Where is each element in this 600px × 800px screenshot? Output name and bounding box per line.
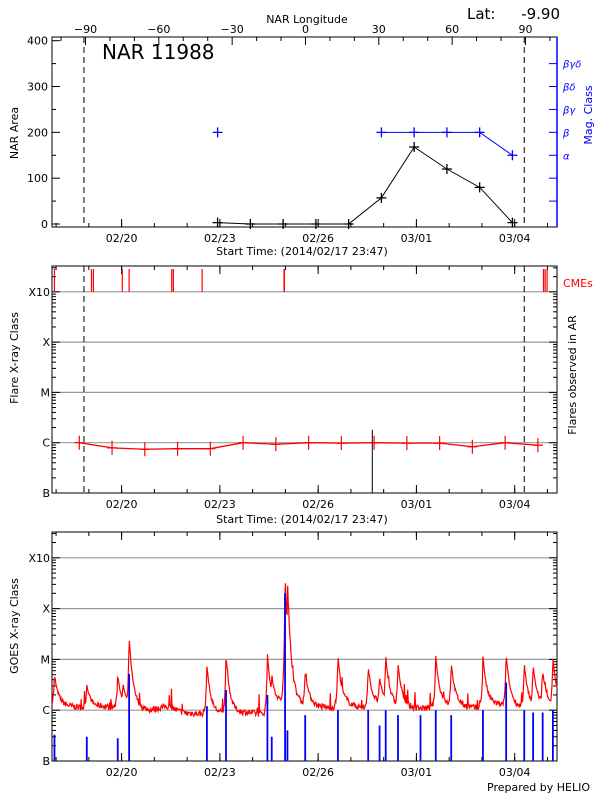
x-tick-label: 02/20 xyxy=(106,232,138,245)
mag-class-label: βδ xyxy=(562,83,576,94)
x-tick-label: 02/26 xyxy=(302,766,334,779)
y-tick-label: B xyxy=(42,487,50,500)
y-tick-label: X xyxy=(42,336,50,349)
x-tick-label: 02/23 xyxy=(204,232,236,245)
y-tick-label: 200 xyxy=(27,126,48,139)
y-tick-label: M xyxy=(41,653,51,666)
longitude-tick-label: −90 xyxy=(74,23,97,36)
flare-background-point xyxy=(401,436,412,451)
y-tick-label: B xyxy=(42,755,50,768)
longitude-tick-label: 60 xyxy=(445,23,459,36)
nar-area-point xyxy=(409,142,420,153)
mag-class-label: β xyxy=(562,128,570,139)
nar-area-point xyxy=(441,164,452,175)
y-tick-label: 100 xyxy=(27,172,48,185)
x-tick-label: 03/01 xyxy=(401,498,433,511)
y-tick-label: X10 xyxy=(28,552,50,565)
flare-background-point xyxy=(500,435,511,450)
flare-background-point xyxy=(532,438,543,453)
panel2-ylabel: Flare X-ray Class xyxy=(8,312,21,404)
longitude-tick-label: 90 xyxy=(518,23,532,36)
panel2-frame xyxy=(51,265,558,494)
panel1-ylabel: NAR Area xyxy=(8,107,21,159)
goes-long-channel-line xyxy=(51,583,558,718)
nar-area-point xyxy=(278,219,289,229)
y-tick-label: C xyxy=(42,704,50,717)
panel1-xlabel: Start Time: (2014/02/17 23:47) xyxy=(216,245,388,258)
x-tick-label: 02/23 xyxy=(204,498,236,511)
panel1-right-label: Mag. Class xyxy=(582,85,595,144)
footer-credit: Prepared by HELIO xyxy=(487,781,590,794)
longitude-tick-label: 30 xyxy=(372,23,386,36)
x-tick-label: 02/26 xyxy=(302,232,334,245)
mag-class-label: βγ xyxy=(562,105,576,116)
flare-background-point xyxy=(434,436,445,451)
mag-class-point xyxy=(409,127,420,138)
flare-background-point xyxy=(139,442,150,457)
region-title: NAR 11988 xyxy=(102,40,215,64)
flare-background-point xyxy=(270,437,281,452)
mag-class-point xyxy=(441,127,452,138)
mag-class-label: α xyxy=(563,151,570,162)
flare-background-point xyxy=(303,435,314,450)
mag-class-label: βγδ xyxy=(562,60,581,71)
flare-background-point xyxy=(74,435,85,450)
flare-background-point xyxy=(467,439,478,454)
x-tick-label: 03/01 xyxy=(401,232,433,245)
latitude-value: -9.90 xyxy=(521,5,560,23)
top-axis-title: NAR Longitude xyxy=(266,13,348,26)
x-tick-label: 03/04 xyxy=(499,232,531,245)
nar-area-point xyxy=(310,219,321,229)
flare-background-point xyxy=(205,441,216,456)
y-tick-label: 300 xyxy=(27,81,48,94)
x-tick-label: 02/20 xyxy=(106,498,138,511)
nar-area-line xyxy=(217,146,513,225)
y-tick-label: X10 xyxy=(28,286,50,299)
flare-background-point xyxy=(107,440,118,455)
y-tick-label: M xyxy=(41,386,51,399)
mag-class-point xyxy=(507,150,518,161)
nar-area-point xyxy=(474,182,485,193)
flare-background-point xyxy=(336,436,347,451)
cme-label: CMEs xyxy=(563,277,593,290)
y-tick-label: X xyxy=(42,603,50,616)
nar-area-point xyxy=(343,219,354,229)
x-tick-label: 03/04 xyxy=(499,766,531,779)
nar-area-point xyxy=(507,217,518,228)
x-tick-label: 03/04 xyxy=(499,498,531,511)
nar-area-point xyxy=(245,219,256,229)
nar-area-point xyxy=(376,192,387,203)
flare-background-point xyxy=(238,435,249,450)
mag-class-point xyxy=(212,127,223,138)
flare-background-point xyxy=(369,435,380,450)
latitude-label: Lat: xyxy=(467,5,495,23)
y-tick-label: C xyxy=(42,437,50,450)
panel2-right-label: Flares observed in AR xyxy=(566,315,579,435)
panel3-ylabel: GOES X-ray Class xyxy=(8,578,21,674)
flare-background-point xyxy=(172,441,183,456)
mag-class-point xyxy=(376,127,387,138)
y-tick-label: 0 xyxy=(41,218,48,231)
x-tick-label: 02/23 xyxy=(204,766,236,779)
panel2-xlabel: Start Time: (2014/02/17 23:47) xyxy=(216,513,388,526)
longitude-tick-label: −30 xyxy=(221,23,244,36)
nar-area-point xyxy=(212,217,223,228)
longitude-tick-label: 0 xyxy=(302,23,309,36)
x-tick-label: 02/26 xyxy=(302,498,334,511)
mag-class-point xyxy=(474,127,485,138)
y-tick-label: 400 xyxy=(27,35,48,48)
x-tick-label: 03/01 xyxy=(401,766,433,779)
longitude-tick-label: −60 xyxy=(147,23,170,36)
x-tick-label: 02/20 xyxy=(106,766,138,779)
